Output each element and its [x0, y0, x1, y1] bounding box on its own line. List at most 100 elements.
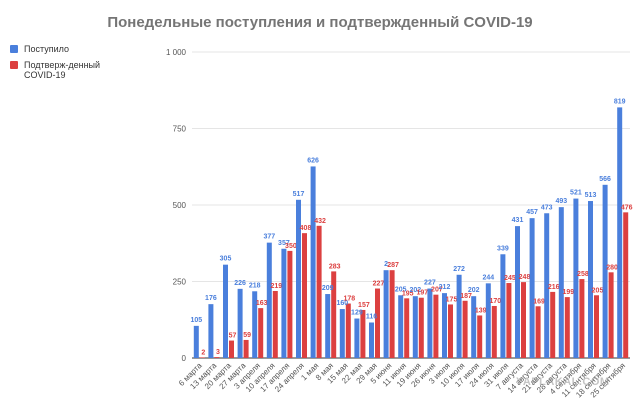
bar-confirmed	[360, 309, 366, 358]
bar-received	[456, 274, 462, 358]
bar-confirmed	[345, 303, 351, 358]
bar-confirmed	[375, 288, 380, 358]
value-label-confirmed: 195	[402, 290, 414, 297]
bar-confirmed	[608, 272, 614, 358]
value-label-received: 517	[293, 191, 305, 198]
bar-confirmed	[302, 233, 307, 358]
bar-confirmed	[389, 270, 395, 358]
value-label-received: 513	[585, 192, 597, 199]
legend: Поступило Подтверж-денный COVID-19	[10, 44, 120, 86]
bar-confirmed	[594, 295, 599, 358]
value-label-received: 176	[205, 295, 217, 302]
value-label-received: 244	[482, 274, 494, 281]
bar-received	[354, 318, 360, 358]
value-label-confirmed: 207	[431, 287, 443, 294]
bar-received	[573, 198, 579, 358]
value-label-received: 339	[497, 245, 509, 252]
value-label-received: 626	[307, 157, 319, 164]
value-label-confirmed: 432	[314, 218, 326, 225]
value-label-received: 377	[263, 234, 275, 241]
bar-confirmed	[272, 290, 278, 358]
bar-confirmed	[433, 294, 439, 358]
bar-confirmed	[214, 357, 220, 358]
bar-confirmed	[404, 298, 410, 358]
value-label-confirmed: 283	[329, 263, 341, 270]
value-label-confirmed: 258	[577, 271, 589, 278]
bar-received	[602, 184, 608, 358]
bar-received	[412, 296, 418, 358]
bar-confirmed	[550, 291, 556, 358]
bar-received	[266, 242, 272, 358]
value-label-confirmed: 350	[285, 243, 297, 250]
value-label-received: 2	[384, 261, 388, 268]
bar-received	[544, 213, 550, 358]
value-label-confirmed: 163	[256, 300, 268, 307]
chart-title: Понедельные поступления и подтвержденный…	[107, 14, 533, 31]
value-label-confirmed: 205	[592, 287, 604, 294]
value-label-received: 457	[526, 209, 538, 216]
value-label-received: 129	[351, 310, 363, 317]
bar-confirmed	[258, 308, 264, 358]
value-label-confirmed: 57	[229, 333, 237, 340]
bar-received	[339, 309, 345, 358]
value-label-received: 205	[395, 286, 407, 293]
bar-received	[471, 296, 477, 358]
value-label-received: 305	[220, 256, 232, 263]
value-label-confirmed: 197	[416, 290, 428, 297]
legend-label-received: Поступило	[24, 44, 69, 54]
value-label-received: 227	[424, 280, 436, 287]
value-label-confirmed: 227	[373, 281, 385, 288]
bar-received	[442, 293, 447, 358]
bar-received	[296, 199, 301, 358]
bar-received	[208, 304, 214, 358]
value-label-confirmed: 187	[460, 293, 472, 300]
bar-confirmed	[623, 212, 629, 358]
value-label-received: 202	[409, 287, 421, 294]
value-label-confirmed: 139	[475, 307, 487, 314]
bar-received	[281, 248, 287, 358]
value-label-received: 160	[336, 300, 348, 307]
bar-confirmed	[287, 250, 293, 358]
value-label-confirmed: 170	[489, 298, 501, 305]
bar-confirmed	[521, 282, 526, 358]
bar-received	[529, 218, 535, 358]
legend-item-confirmed: Подтверж-денный COVID-19	[10, 60, 120, 80]
value-label-confirmed: 248	[519, 274, 531, 281]
bar-confirmed	[448, 304, 453, 358]
value-label-confirmed: 280	[606, 264, 618, 271]
value-label-confirmed: 219	[270, 283, 282, 290]
legend-label-confirmed: Подтверж-денный COVID-19	[24, 60, 101, 80]
value-label-confirmed: 59	[243, 332, 251, 339]
bar-received	[427, 288, 433, 358]
value-label-confirmed: 476	[621, 204, 633, 211]
bar-received	[252, 291, 258, 358]
value-label-confirmed: 175	[446, 296, 458, 303]
bar-received	[223, 264, 228, 358]
legend-swatch-confirmed	[10, 61, 18, 69]
bar-confirmed	[229, 340, 234, 358]
value-label-received: 357	[278, 240, 290, 247]
bar-received	[398, 295, 404, 358]
bar-received	[588, 201, 593, 358]
value-label-received: 105	[190, 317, 202, 324]
bar-confirmed	[418, 297, 424, 358]
value-label-received: 493	[555, 198, 567, 205]
value-label-confirmed: 169	[533, 298, 545, 305]
y-tick-label: 0	[182, 354, 187, 363]
value-label-received: 212	[439, 284, 451, 291]
bar-received	[485, 283, 491, 358]
bar-confirmed	[477, 315, 483, 358]
bar-confirmed	[199, 357, 205, 358]
bar-received	[369, 322, 374, 358]
bar-received	[515, 226, 520, 358]
bar-received	[558, 207, 564, 358]
bar-received	[617, 107, 623, 358]
legend-item-received: Поступило	[10, 44, 120, 54]
legend-swatch-received	[10, 45, 18, 53]
value-label-confirmed: 287	[387, 262, 399, 269]
bar-received	[325, 294, 331, 358]
bar-received	[193, 325, 199, 358]
value-label-confirmed: 3	[216, 349, 220, 356]
watermark: YAPLAKAL.COM	[516, 376, 610, 388]
value-label-received: 473	[541, 204, 553, 211]
